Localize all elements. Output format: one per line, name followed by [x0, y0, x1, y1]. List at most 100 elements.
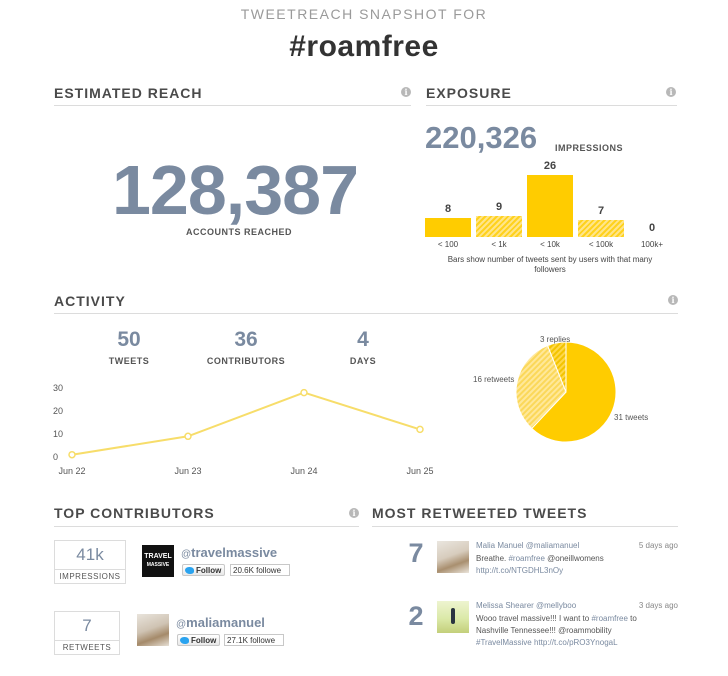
- exposure-bar-value: 7: [597, 205, 605, 217]
- exposure-bar-category: < 100k: [588, 240, 614, 249]
- impressions-value: 220,326: [425, 120, 538, 155]
- y-tick-label: 20: [53, 406, 63, 416]
- exposure-bar: [425, 218, 471, 237]
- y-tick-label: 30: [53, 383, 63, 393]
- tweet-text: Breathe. #roamfree @oneillwomens http://…: [476, 553, 681, 577]
- top-contributors-title: TOP CONTRIBUTORS: [54, 505, 215, 521]
- contributor-metric-label: IMPRESSIONS: [55, 569, 125, 583]
- tweet-age: 5 days ago: [638, 541, 678, 550]
- pie-label-retweets: 16 retweets: [473, 375, 514, 384]
- contributors-count: 36: [234, 328, 258, 351]
- pie-slice-replies[interactable]: [546, 341, 567, 393]
- info-icon[interactable]: i: [666, 87, 676, 97]
- exposure-bar-category: < 1k: [491, 240, 507, 249]
- pie-label-tweets: 31 tweets: [614, 413, 648, 422]
- days-count: 4: [357, 328, 369, 351]
- tweet-url-link[interactable]: http://t.co/NTGDHL3nOy: [476, 566, 564, 575]
- contributor-handle[interactable]: @travelmassive: [181, 544, 277, 562]
- exposure-bar-category: 100k+: [640, 240, 664, 249]
- travelmassive-avatar[interactable]: TRAVEL MASSIVE: [142, 545, 174, 577]
- tweet-type-pie-chart: 31 tweets 16 retweets 3 replies: [473, 335, 648, 443]
- exposure-bar: [476, 216, 522, 237]
- info-icon[interactable]: i: [401, 87, 411, 97]
- impressions-label: IMPRESSIONS: [555, 143, 624, 153]
- activity-title: ACTIVITY: [54, 293, 126, 309]
- follow-label: Follow: [196, 566, 222, 575]
- divider: [54, 105, 411, 106]
- follower-count: 20.6K followe: [230, 564, 290, 576]
- divider: [426, 105, 677, 106]
- most-retweeted-title: MOST RETWEETED TWEETS: [372, 505, 588, 521]
- x-tick-label: Jun 25: [406, 466, 433, 476]
- contributor-metric-box: 41k IMPRESSIONS: [54, 540, 126, 584]
- x-tick-label: Jun 24: [290, 466, 317, 476]
- tweet-url-link[interactable]: http://t.co/pRO3YnogaL: [531, 638, 618, 647]
- maliamanuel-avatar[interactable]: [137, 614, 169, 646]
- contributors-label: CONTRIBUTORS: [206, 356, 286, 366]
- exposure-bar-value: 9: [495, 201, 503, 213]
- info-icon[interactable]: i: [349, 508, 359, 518]
- pie-slice-tweets[interactable]: [531, 341, 617, 443]
- contributor-metric-value: 41k: [76, 545, 104, 564]
- x-tick-label: Jun 23: [174, 466, 201, 476]
- estimated-reach-title: ESTIMATED REACH: [54, 85, 203, 101]
- follower-count: 27.1K followe: [224, 634, 284, 646]
- x-tick-label: Jun 22: [58, 466, 85, 476]
- activity-point[interactable]: [184, 432, 192, 441]
- exposure-bar-category: < 100: [437, 240, 459, 249]
- divider: [372, 526, 678, 527]
- tweet-text: Wooo travel massive!!! I want to #roamfr…: [476, 613, 686, 649]
- contributor-handle[interactable]: @maliamanuel: [176, 614, 265, 632]
- tweet-text-part: Nashville Tennessee!!! @roammobility: [476, 626, 612, 635]
- tweet-author[interactable]: Melissa Shearer @mellyboo: [476, 601, 577, 610]
- days-label: DAYS: [349, 356, 377, 366]
- exposure-bar: [578, 220, 624, 237]
- exposure-title: EXPOSURE: [426, 85, 512, 101]
- contributor-metric-label: RETWEETS: [55, 640, 119, 654]
- contributor-handle-name: travelmassive: [191, 545, 278, 560]
- avatar-figure: [451, 608, 455, 624]
- tweet-author-avatar[interactable]: [437, 541, 469, 573]
- at-symbol: @: [176, 619, 187, 630]
- activity-point[interactable]: [300, 388, 308, 397]
- exposure-bar-chart: 8 < 100 9 < 1k 26 < 10k 7 < 100k 0 100k+: [425, 160, 675, 256]
- contributor-metric-box: 7 RETWEETS: [54, 611, 120, 655]
- contributor-handle-name: maliamanuel: [186, 615, 265, 630]
- tweet-author-avatar[interactable]: [437, 601, 469, 633]
- twitter-bird-icon: [180, 637, 189, 644]
- tweet-text-part: Breathe.: [476, 554, 509, 563]
- hashtag-link[interactable]: #TravelMassive: [476, 638, 532, 647]
- accounts-reached-label: ACCOUNTS REACHED: [186, 227, 293, 237]
- retweet-count: 7: [408, 538, 424, 568]
- tweet-text-part: to: [627, 614, 637, 623]
- snapshot-subtitle: TWEETREACH SNAPSHOT FOR: [240, 6, 488, 22]
- hashtag-link[interactable]: #roamfree: [591, 614, 628, 623]
- exposure-bar-value: 26: [543, 160, 557, 172]
- tweets-count: 50: [117, 328, 141, 351]
- y-tick-label: 10: [53, 429, 63, 439]
- twitter-bird-icon: [185, 567, 194, 574]
- info-icon[interactable]: i: [668, 295, 678, 305]
- tweet-author[interactable]: Malia Manuel @maliamanuel: [476, 541, 580, 550]
- follow-button[interactable]: Follow: [182, 564, 226, 576]
- activity-point[interactable]: [68, 450, 76, 459]
- exposure-bar-value: 8: [444, 203, 452, 215]
- divider: [54, 313, 678, 314]
- contributor-metric-value: 7: [82, 616, 92, 635]
- exposure-note-line2: followers: [534, 265, 566, 274]
- pie-label-replies: 3 replies: [540, 335, 570, 344]
- y-tick-label: 0: [53, 452, 58, 462]
- exposure-bar-value: 0: [648, 222, 656, 234]
- hashtag-link[interactable]: #roamfree: [508, 554, 545, 563]
- follow-button[interactable]: Follow: [177, 634, 221, 646]
- pie-slice-retweets[interactable]: [515, 344, 567, 430]
- exposure-note: Bars show number of tweets sent by users…: [425, 255, 675, 275]
- exposure-note-line1: Bars show number of tweets sent by users…: [447, 255, 653, 264]
- reach-value: 128,387: [112, 151, 359, 229]
- avatar-logo-subtext: MASSIVE: [146, 562, 170, 568]
- activity-point[interactable]: [416, 425, 424, 434]
- tweets-label: TWEETS: [108, 356, 150, 366]
- tweet-text-part: Wooo travel massive!!! I want to: [476, 614, 592, 623]
- follow-label: Follow: [191, 636, 217, 645]
